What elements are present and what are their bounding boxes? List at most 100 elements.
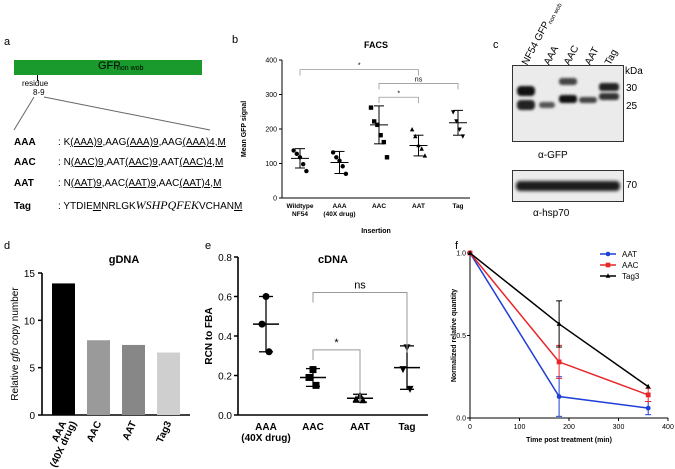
sequence-name: Tag bbox=[14, 201, 32, 212]
sequence-segment: (AAT)9 bbox=[125, 178, 157, 189]
legend-label: AAC bbox=[622, 261, 639, 270]
callout-lines bbox=[13, 96, 211, 131]
x-tick-label: 200 bbox=[563, 424, 575, 431]
x-tick-label: 400 bbox=[662, 424, 674, 431]
sequence-row: AAC: N(AAC)9,AAT(AAC)9,AAT(AAC)4,M bbox=[14, 157, 223, 168]
significance-bracket bbox=[378, 83, 459, 90]
y-axis-label: RCN to FBA bbox=[204, 307, 215, 364]
hsp70-blot bbox=[512, 170, 624, 202]
sequence-row: Tag: YTDIEMNRLGKWSHPQFEKVCHANM bbox=[14, 198, 242, 213]
data-point bbox=[419, 146, 424, 151]
data-point bbox=[334, 155, 339, 160]
y-tick-label: 0.6 bbox=[218, 293, 232, 304]
sequence-segment: M bbox=[213, 178, 222, 189]
sequence-separator: : bbox=[58, 178, 64, 189]
data-point bbox=[301, 161, 306, 167]
bar bbox=[122, 344, 145, 415]
lane-label: AAT bbox=[583, 45, 602, 67]
sequence-segment: ,AAT bbox=[157, 157, 180, 168]
data-point bbox=[409, 126, 415, 132]
y-tick-label: 10 bbox=[24, 316, 36, 327]
marker-30: 30 bbox=[626, 83, 638, 94]
timecourse-chart: 0.0 0.5 1.0 0 100 200 300 400 Normalized relativ… bbox=[451, 250, 674, 444]
lane-label-text: AAT bbox=[583, 45, 602, 68]
legend-marker bbox=[605, 273, 611, 278]
sequence-name: AAA bbox=[14, 137, 36, 148]
bar bbox=[87, 340, 110, 415]
significance-bracket bbox=[378, 96, 419, 104]
sequence-segment: YTDIE bbox=[63, 201, 93, 212]
sequence-segment: , bbox=[212, 157, 215, 168]
sequence-segment: (AAT)9 bbox=[70, 178, 102, 189]
data-point bbox=[294, 151, 299, 157]
data-point bbox=[645, 383, 651, 389]
data-point bbox=[556, 321, 562, 326]
sequence-segment: , bbox=[210, 178, 214, 189]
data-point bbox=[556, 359, 562, 365]
y-tick-label: 0.0 bbox=[218, 411, 232, 422]
sequence-separator: : bbox=[58, 201, 64, 212]
data-point bbox=[556, 394, 562, 399]
sequence-separator: : bbox=[58, 157, 64, 168]
panel-letter-a: a bbox=[4, 36, 11, 48]
y-tick-label: 300 bbox=[265, 92, 277, 99]
data-point bbox=[645, 392, 651, 398]
data-point bbox=[413, 133, 418, 139]
legend-label: AAT bbox=[622, 250, 637, 259]
data-point bbox=[381, 139, 386, 145]
data-point bbox=[262, 293, 270, 300]
sequence-segment: (AAA)9 bbox=[126, 137, 159, 148]
x-tick-label: AAC bbox=[302, 422, 324, 433]
sequence-name: AAT bbox=[14, 178, 34, 189]
legend-label: Tag3 bbox=[622, 272, 640, 281]
data-point bbox=[309, 366, 317, 374]
sequence-segment: (AAC)4 bbox=[179, 157, 213, 168]
y-tick-label: 0 bbox=[273, 196, 277, 203]
significance-label: * bbox=[334, 337, 339, 349]
sequence-segment: (AAC)9 bbox=[70, 157, 104, 168]
y-axis-label: Normalized relative quantity bbox=[451, 289, 458, 382]
y-tick-label: 1.0 bbox=[456, 251, 466, 258]
data-point bbox=[422, 153, 428, 158]
sequence-segment: ,AAC bbox=[101, 178, 126, 189]
sequence-segment: N bbox=[63, 157, 71, 168]
data-point bbox=[384, 155, 390, 160]
significance-bracket bbox=[299, 69, 419, 76]
data-point bbox=[378, 133, 383, 138]
x-tick-label: AAC bbox=[372, 203, 386, 210]
bar bbox=[52, 283, 75, 415]
significance-bracket bbox=[312, 292, 408, 353]
residue-tick bbox=[37, 75, 38, 81]
data-point bbox=[645, 405, 651, 411]
x-tick-label: 0 bbox=[468, 424, 472, 431]
panel-letter-f: f bbox=[455, 240, 459, 252]
sequence-segment: M bbox=[233, 201, 243, 212]
x-tick-label: AAT bbox=[412, 203, 425, 210]
y-axis-label: Mean GFP signal bbox=[241, 101, 248, 157]
significance-label: ns bbox=[415, 76, 423, 83]
x-tick-label: 300 bbox=[613, 424, 625, 431]
sequence-separator: : bbox=[58, 137, 64, 148]
data-point bbox=[467, 250, 473, 255]
data-point bbox=[265, 348, 273, 356]
sequence-segment: (AAC)9 bbox=[125, 157, 158, 168]
y-tick-label: 0.2 bbox=[218, 372, 232, 383]
x-tick-label: Tag bbox=[398, 422, 415, 433]
y-tick-label: 100 bbox=[265, 161, 277, 168]
sequence-segment: (AAA)9 bbox=[70, 137, 103, 148]
x-tick-label: Wildtype bbox=[286, 203, 313, 210]
data-point bbox=[451, 110, 456, 115]
gfp-label: GFP bbox=[98, 60, 121, 72]
cdna-chart: cDNA 0.0 0.2 0.4 0.6 0.8 RCN to FBA AAA(40X dru… bbox=[204, 253, 428, 444]
y-tick-label: 0.5 bbox=[456, 333, 466, 340]
sequence-segment: (AAA)4 bbox=[182, 137, 215, 148]
sequence-segment: ,AAG bbox=[102, 137, 127, 148]
x-tick-label: (40X drug) bbox=[241, 433, 290, 444]
x-tick-label: (40X drug) bbox=[323, 211, 355, 218]
y-tick-label: 0.0 bbox=[456, 416, 466, 423]
sequence-segment: (AAT)4 bbox=[179, 178, 211, 189]
sequence-segment: , bbox=[214, 137, 218, 148]
x-tick-label: NF54 bbox=[292, 211, 308, 218]
significance-label: ns bbox=[354, 280, 366, 292]
